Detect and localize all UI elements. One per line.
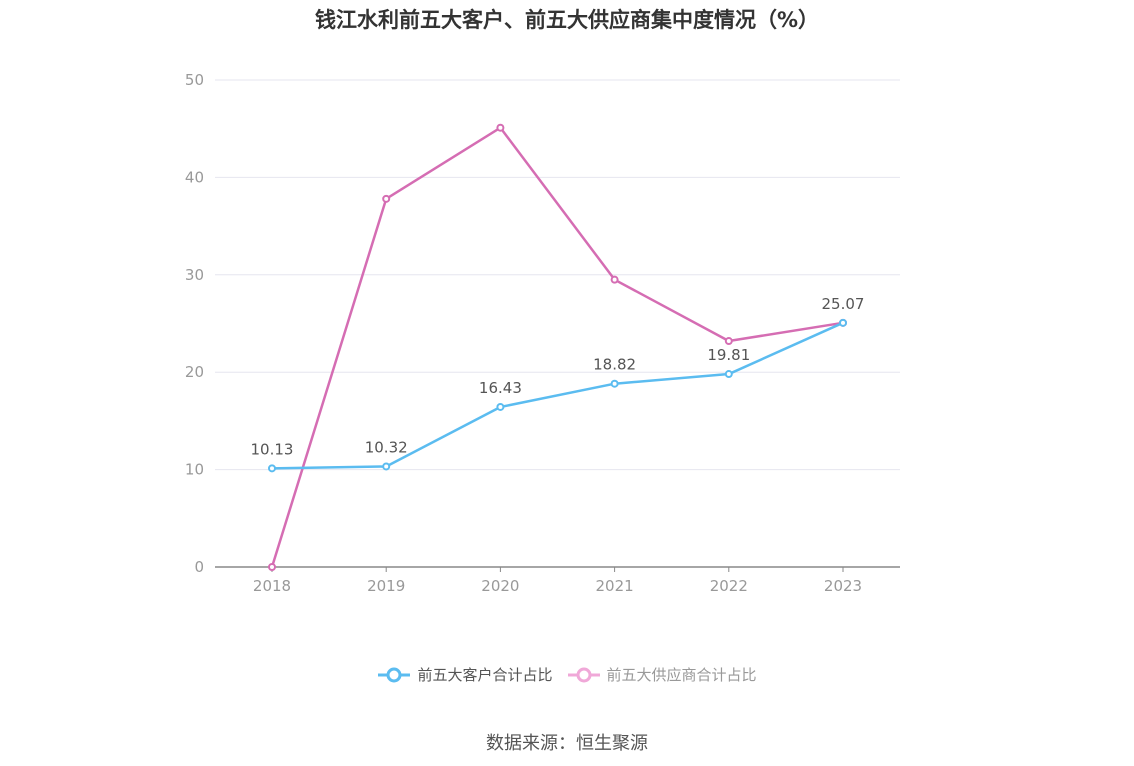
- data-labels: 10.13 10.32 16.43 18.82 19.81 25.07: [251, 295, 865, 459]
- data-label: 25.07: [822, 295, 865, 313]
- data-point-suppliers: [268, 563, 276, 571]
- data-label: 10.32: [365, 438, 408, 456]
- series-line-suppliers: [270, 126, 844, 568]
- data-label: 10.13: [251, 440, 294, 458]
- x-tick-label: 2022: [710, 577, 748, 595]
- x-tick-label: 2020: [481, 577, 519, 595]
- legend-line-circle-icon: [567, 667, 600, 682]
- data-label: 16.43: [479, 379, 522, 397]
- data-point-customers: [268, 464, 276, 473]
- data-point-customers: [610, 379, 619, 388]
- y-tick-label: 0: [194, 558, 204, 576]
- legend: 前五大客户合计占比 前五大供应商合计占比: [0, 664, 1134, 685]
- data-point-suppliers: [382, 194, 391, 203]
- x-tick-label: 2019: [367, 577, 405, 595]
- axes: 0 10 20 30 40 50 2018 2019 2020 2021 2022 2023: [185, 71, 900, 595]
- data-point-suppliers: [610, 275, 619, 284]
- data-label: 19.81: [707, 346, 750, 364]
- x-tick-label: 2018: [253, 577, 291, 595]
- y-tick-label: 40: [185, 168, 204, 186]
- data-point-suppliers: [724, 337, 733, 346]
- data-point-customers: [382, 462, 391, 471]
- legend-line-circle-icon: [378, 667, 411, 682]
- data-point-customers: [496, 402, 505, 411]
- series-lines: [268, 123, 847, 571]
- legend-item-customers[interactable]: 前五大客户合计占比: [377, 664, 553, 685]
- x-tick-label: 2021: [596, 577, 634, 595]
- legend-item-suppliers[interactable]: 前五大供应商合计占比: [567, 664, 757, 685]
- y-tick-label: 50: [185, 71, 204, 89]
- legend-label-suppliers: 前五大供应商合计占比: [606, 666, 757, 684]
- data-point-suppliers: [496, 123, 505, 132]
- y-tick-label: 10: [185, 461, 204, 479]
- source-note: 数据来源：恒生聚源: [486, 733, 648, 754]
- series-line-customers: [271, 321, 844, 470]
- data-point-customers: [839, 318, 847, 327]
- chart-title: 钱江水利前五大客户、前五大供应商集中度情况（%）: [314, 8, 820, 32]
- x-tick-label: 2023: [824, 577, 862, 595]
- y-tick-label: 20: [185, 363, 204, 381]
- grid-lines: [215, 79, 900, 471]
- data-point-customers: [724, 370, 733, 379]
- y-tick-label: 30: [185, 266, 204, 284]
- legend-label-customers: 前五大客户合计占比: [417, 666, 553, 684]
- data-label: 18.82: [593, 356, 636, 374]
